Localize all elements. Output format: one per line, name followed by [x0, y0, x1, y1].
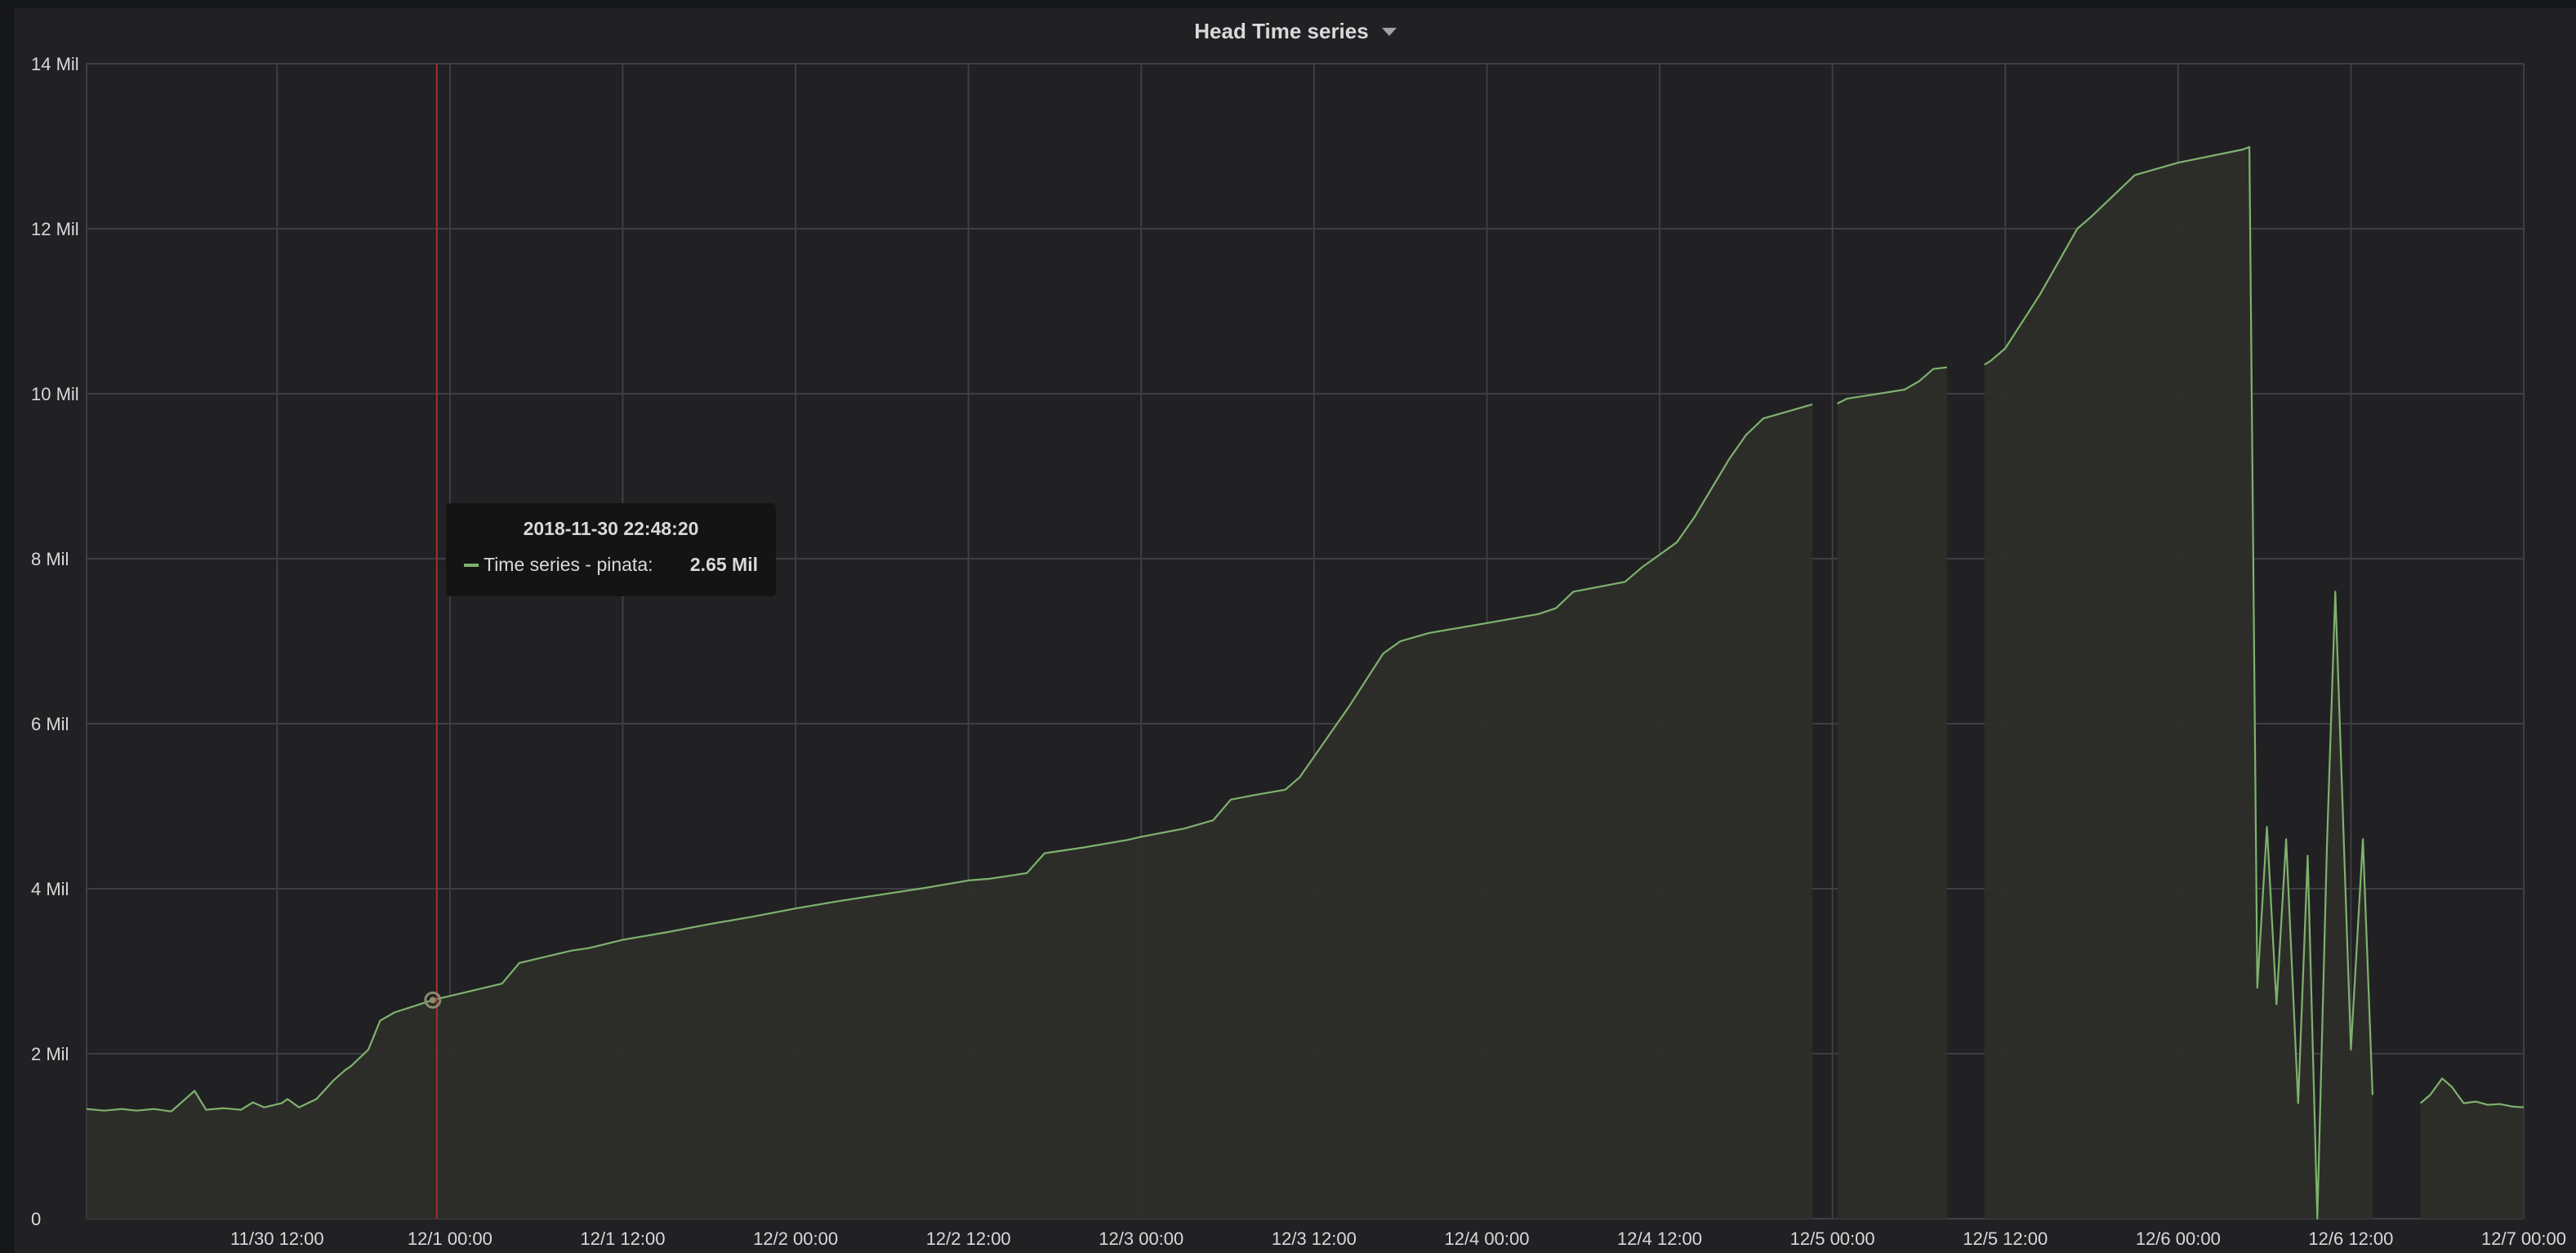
- y-tick-label: 12 Mil: [31, 219, 79, 239]
- x-tick-label: 12/2 00:00: [753, 1228, 838, 1249]
- x-tick-label: 12/6 12:00: [2308, 1228, 2393, 1249]
- tooltip-timestamp: 2018-11-30 22:48:20: [523, 518, 699, 539]
- y-tick-label: 2 Mil: [31, 1044, 69, 1064]
- series-color-swatch: [464, 563, 479, 567]
- x-tick-label: 12/4 00:00: [1444, 1228, 1529, 1249]
- x-tick-label: 12/1 00:00: [408, 1228, 492, 1249]
- x-tick-label: 12/4 12:00: [1617, 1228, 1702, 1249]
- hover-point-core: [429, 997, 436, 1004]
- x-tick-label: 12/5 12:00: [1963, 1228, 2048, 1249]
- x-tick-label: 12/3 12:00: [1272, 1228, 1357, 1249]
- x-tick-label: 12/6 00:00: [2136, 1228, 2221, 1249]
- x-tick-label: 11/30 12:00: [230, 1228, 324, 1249]
- x-tick-label: 12/3 00:00: [1099, 1228, 1183, 1249]
- x-tick-label: 12/1 12:00: [581, 1228, 666, 1249]
- panel-title: Head Time series: [1194, 18, 1369, 43]
- series-line: [1984, 145, 2373, 1220]
- series-area: [2420, 1078, 2524, 1219]
- y-tick-label: 0: [31, 1209, 41, 1229]
- series-area: [1984, 147, 2373, 1219]
- series-line: [2419, 1077, 2525, 1108]
- series-line: [1837, 366, 1947, 405]
- y-tick-label: 6 Mil: [31, 714, 69, 734]
- panel-header: Head Time series: [15, 8, 2576, 54]
- x-tick-label: 12/5 00:00: [1790, 1228, 1875, 1249]
- series-lines: [86, 145, 2525, 1220]
- y-tick-label: 10 Mil: [31, 384, 79, 404]
- tooltip-value: 2.65 Mil: [689, 554, 758, 575]
- y-tick-label: 8 Mil: [31, 549, 69, 569]
- x-tick-label: 12/2 12:00: [926, 1228, 1011, 1249]
- panel-title-menu[interactable]: Head Time series: [1194, 18, 1397, 44]
- area-fill: [87, 147, 2524, 1220]
- series-line: [86, 404, 1813, 1113]
- y-tick-label: 14 Mil: [31, 54, 79, 74]
- tooltip-series-label: Time series - pinata:: [484, 554, 653, 575]
- x-tick-label: 12/7 00:00: [2481, 1228, 2566, 1249]
- y-tick-label: 4 Mil: [31, 879, 69, 899]
- hover-tooltip: 2018-11-30 22:48:20 Time series - pinata…: [446, 503, 776, 596]
- crosshair: [424, 64, 442, 1219]
- hover-point: [424, 991, 442, 1009]
- series-area: [1837, 367, 1947, 1220]
- tooltip-series-row: Time series - pinata: 2.65 Mil: [464, 554, 758, 576]
- series-area: [87, 404, 1812, 1220]
- chevron-down-icon: [1381, 28, 1397, 36]
- axis-labels: 0 2 Mil 4 Mil 6 Mil 8 Mil 10 Mil 12 Mil 14 Mil 1…: [31, 54, 2566, 1249]
